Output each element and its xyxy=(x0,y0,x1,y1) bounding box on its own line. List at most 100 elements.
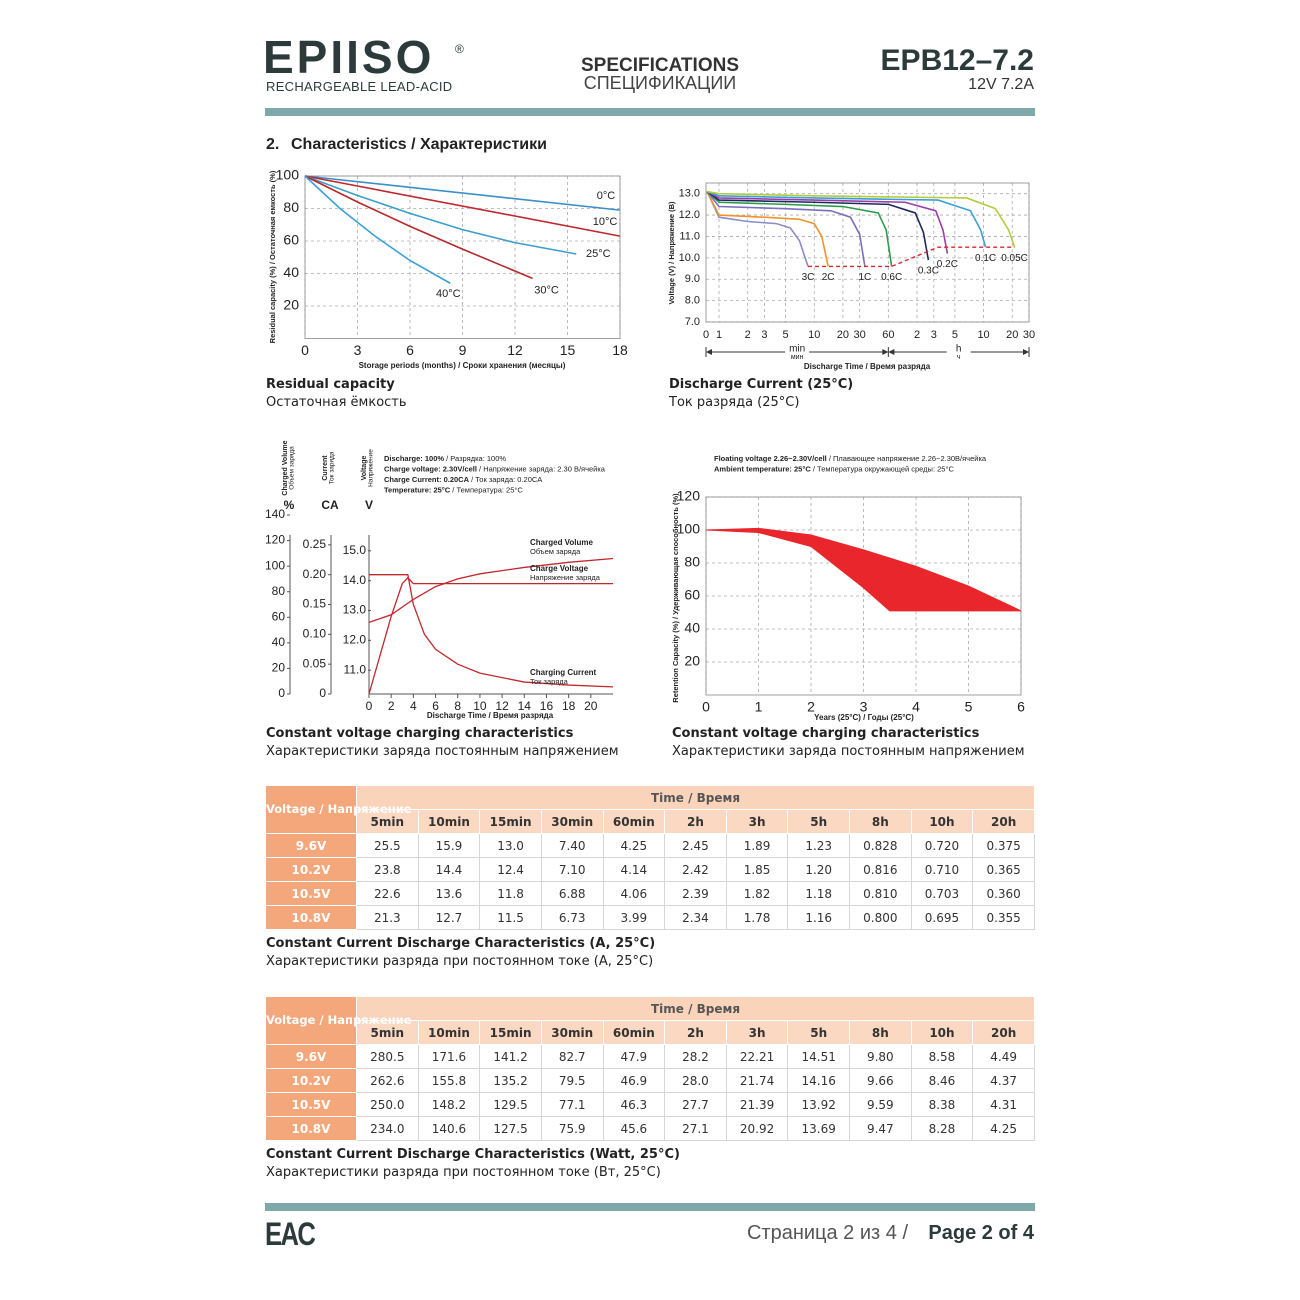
note-bold: Charge Current: 0.20CA xyxy=(384,475,470,484)
y-tick-label: 7.0 xyxy=(685,316,700,328)
table-cell: 11.8 xyxy=(479,881,542,906)
table-cell: 148.2 xyxy=(417,1092,481,1117)
table-cell: 21.39 xyxy=(725,1092,789,1117)
x-axis-label: Discharge Time / Время разряда xyxy=(427,711,554,720)
table-cell: 171.6 xyxy=(417,1044,481,1069)
y-tick-label: 0 xyxy=(278,686,285,700)
unit-bg xyxy=(785,343,810,359)
x-tick-label: 60 xyxy=(882,329,894,341)
table-wrap: Voltage / Напряжение Time / Время 5min 10mi… xyxy=(265,785,1035,930)
series-label: 0.3C xyxy=(918,266,939,277)
series-label: Charge Voltage xyxy=(530,564,589,573)
column-header: 60min xyxy=(602,1020,666,1045)
column-header: 5h xyxy=(787,1020,850,1045)
series-line xyxy=(369,574,614,688)
x-tick-label: 6 xyxy=(406,342,414,358)
table-cell: 0.810 xyxy=(849,881,912,906)
table-cell: 0.360 xyxy=(972,881,1035,906)
table-cell: 12.7 xyxy=(417,905,481,930)
y-tick-label: 11.0 xyxy=(679,230,700,242)
chart-caption: Discharge Current (25°C) xyxy=(669,377,854,392)
header-row: Voltage / Напряжение Time / Время xyxy=(265,785,1035,834)
table-cell: 7.40 xyxy=(540,833,604,858)
x-tick-label: 20 xyxy=(837,329,849,341)
y-axis-label: Residual capacity (%) / Остаточная емкос… xyxy=(268,170,277,343)
registered-mark: ® xyxy=(455,42,464,56)
series-label-ru: Ток заряда xyxy=(530,677,569,686)
discharge-table: Voltage / Напряжение Time / Время 5min 10mi… xyxy=(265,785,1035,930)
series-label: 0.05C xyxy=(1001,253,1028,264)
note-text: / Ток заряда: 0.20CA xyxy=(469,475,542,484)
table-cell: 1.16 xyxy=(787,905,850,930)
y-tick-label: 14.0 xyxy=(343,573,367,587)
table-cell: 9.80 xyxy=(849,1044,912,1069)
note-text: / Температура: 25°C xyxy=(450,485,523,494)
column-header: 20h xyxy=(972,809,1035,834)
row-header: 9.6V xyxy=(265,1044,357,1069)
column-header: 10h xyxy=(910,1020,974,1045)
x-tick-label: 12 xyxy=(495,699,509,713)
column-header: 60min xyxy=(602,809,666,834)
table-cell: 4.25 xyxy=(972,1116,1035,1141)
y-tick-label: 0 xyxy=(319,686,326,700)
x-tick-label: 8 xyxy=(454,699,461,713)
table-cell: 4.31 xyxy=(972,1092,1035,1117)
table-cell: 2.45 xyxy=(664,833,727,858)
doc-title-ru: СПЕЦИФИКАЦИИ xyxy=(583,73,737,93)
note-bold: Floating voltage 2.26~2.30V/cell xyxy=(714,454,827,463)
eac-mark: EAC xyxy=(265,1216,316,1252)
table-cell: 1.85 xyxy=(725,857,789,882)
table-caption-ru: Характеристики разряда при постоянном то… xyxy=(266,1165,661,1180)
series-label: 0.6C xyxy=(881,272,902,283)
table-cell: 13.6 xyxy=(417,881,481,906)
y-tick-label: 0.20 xyxy=(303,567,327,581)
header-row: 5min 10min 15min 30min 60min 2h 3h 5h 8h 10h 20h xyxy=(266,1020,1035,1045)
column-header: 2h xyxy=(664,809,727,834)
note-text: / Плавающее напряжение 2.26~2.30В/ячейка xyxy=(827,454,987,463)
y-tick-label: 40 xyxy=(283,264,299,280)
y-tick-label: 60 xyxy=(283,232,299,248)
x-tick-label: 30 xyxy=(854,329,866,341)
table-cell: 46.9 xyxy=(602,1068,666,1093)
x-tick-label: 2 xyxy=(914,329,920,341)
column-header: 8h xyxy=(849,1020,912,1045)
doc-title: SPECIFICATIONS xyxy=(581,55,739,76)
note: Discharge: 100% / Разрядка: 100% xyxy=(384,454,506,463)
y-tick-label: 8.0 xyxy=(685,295,700,307)
table-cell: 3.99 xyxy=(602,905,666,930)
note-text: / Напряжение заряда: 2.30 В/ячейка xyxy=(477,464,606,473)
table-caption: Constant Current Discharge Characteristi… xyxy=(266,1147,680,1162)
series-line xyxy=(304,175,533,280)
x-tick-label: 10 xyxy=(977,329,989,341)
retention-band xyxy=(706,528,1021,611)
logo: EPIISO xyxy=(263,31,435,83)
table-cell: 77.1 xyxy=(540,1092,604,1117)
y-tick-label: 10.0 xyxy=(679,252,700,264)
y-tick-label: 15.0 xyxy=(343,543,367,557)
x-tick-label: 20 xyxy=(584,699,598,713)
table-cell: 15.9 xyxy=(417,833,481,858)
x-tick-label: 3 xyxy=(931,329,937,341)
column-header: 10min xyxy=(417,1020,481,1045)
axis-title-ru: Напряжение xyxy=(368,449,375,487)
series-label: 40°C xyxy=(436,288,461,300)
table-cell: 75.9 xyxy=(540,1116,604,1141)
y-tick-label: 60 xyxy=(272,609,286,623)
y-tick-label: 20 xyxy=(283,297,299,313)
divider xyxy=(265,108,1035,116)
y-axis-label: Retention Capacity (%) / Удерживающая сп… xyxy=(671,493,680,703)
plot-frame xyxy=(705,182,1030,323)
row-header: 10.8V xyxy=(265,1116,357,1141)
discharge-table: Voltage / Напряжение Time / Время 5min 10mi… xyxy=(265,996,1035,1141)
series-line xyxy=(706,190,949,254)
axis-unit: % xyxy=(284,498,295,512)
column-header: 30min xyxy=(540,809,604,834)
table-caption: Constant Current Discharge Characteristi… xyxy=(266,936,656,951)
axis-unit: V xyxy=(365,498,373,512)
plot-frame xyxy=(705,496,1022,696)
y-tick-label: 12.0 xyxy=(343,632,367,646)
table-cell: 28.2 xyxy=(664,1044,727,1069)
page-ru: Страница 2 из 4 / xyxy=(746,1222,908,1244)
table-cell: 1.23 xyxy=(787,833,850,858)
note-bold: Discharge: 100% xyxy=(384,454,444,463)
